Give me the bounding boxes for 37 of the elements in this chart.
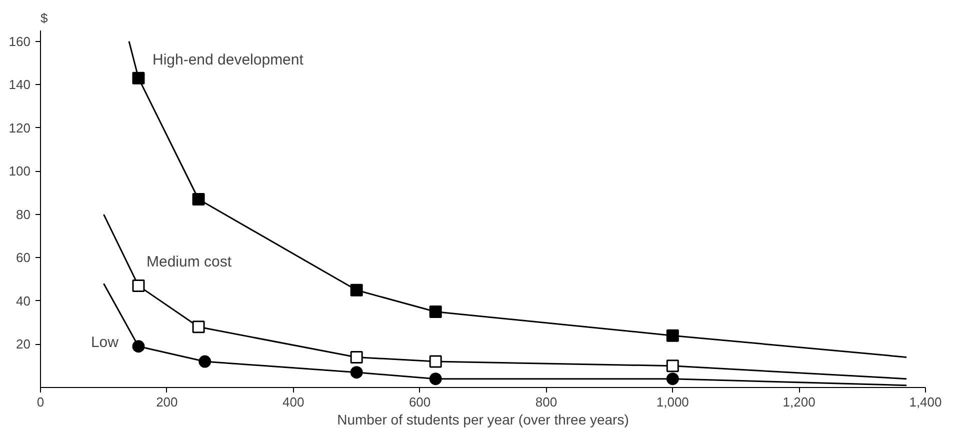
x-tick-label: 400 xyxy=(282,394,304,410)
point xyxy=(350,284,363,296)
x-axis-title: Number of students per year (over three years) xyxy=(337,412,629,428)
y-axis-title: $ xyxy=(40,10,48,26)
y-tick-label: 120 xyxy=(8,120,31,136)
x-tick-label: 1,200 xyxy=(782,394,816,410)
point xyxy=(429,306,442,318)
series-label: High-end development xyxy=(152,52,304,69)
point xyxy=(132,280,145,292)
y-tick-label: 60 xyxy=(16,250,31,266)
point xyxy=(350,366,363,379)
point xyxy=(429,355,442,368)
x-tick-label: 1,400 xyxy=(909,394,942,410)
point xyxy=(666,360,679,372)
point xyxy=(132,340,145,353)
x-tick-label: 200 xyxy=(156,394,178,410)
point xyxy=(132,72,145,84)
y-tick-label: 40 xyxy=(16,293,31,308)
x-tick-label: 1,000 xyxy=(656,394,689,410)
series-label: Medium cost xyxy=(146,253,232,270)
y-tick-label: 20 xyxy=(16,336,31,352)
y-tick-label: 80 xyxy=(16,206,31,222)
point xyxy=(192,320,205,334)
line-series xyxy=(128,40,908,358)
x-tick-label: 800 xyxy=(535,394,558,410)
point xyxy=(198,355,212,368)
series-label: Low xyxy=(90,334,119,351)
point xyxy=(666,329,679,342)
point xyxy=(666,372,679,386)
point xyxy=(429,372,442,386)
x-tick-label: 0 xyxy=(36,394,44,410)
y-tick-label: 160 xyxy=(8,34,31,49)
y-tick-label: 100 xyxy=(8,164,31,179)
x-tick-label: 600 xyxy=(408,394,431,410)
y-tick-label: 140 xyxy=(8,77,31,92)
point xyxy=(350,350,363,364)
point xyxy=(192,193,205,206)
